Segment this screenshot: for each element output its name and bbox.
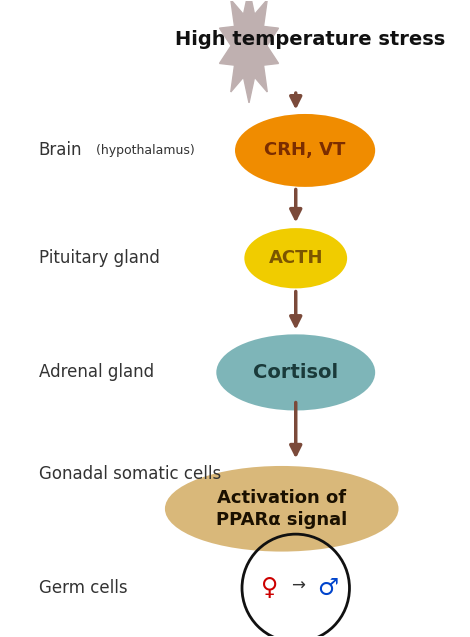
Ellipse shape xyxy=(244,228,347,289)
Ellipse shape xyxy=(165,466,399,552)
Text: ACTH: ACTH xyxy=(268,249,323,268)
Text: Pituitary gland: Pituitary gland xyxy=(39,249,160,268)
Text: (hypothalamus): (hypothalamus) xyxy=(93,144,195,157)
Text: Germ cells: Germ cells xyxy=(39,579,127,597)
Text: High temperature stress: High temperature stress xyxy=(175,30,445,49)
Text: Adrenal gland: Adrenal gland xyxy=(39,364,154,382)
Text: Activation of
PPARα signal: Activation of PPARα signal xyxy=(216,489,347,529)
Text: CRH, VT: CRH, VT xyxy=(265,141,346,159)
Text: Brain: Brain xyxy=(39,141,82,159)
Text: ♀: ♀ xyxy=(261,576,279,600)
Text: ♂: ♂ xyxy=(317,576,338,600)
Text: →: → xyxy=(291,577,305,595)
Polygon shape xyxy=(219,0,279,103)
Ellipse shape xyxy=(216,334,375,410)
Ellipse shape xyxy=(235,114,375,187)
Text: Gonadal somatic cells: Gonadal somatic cells xyxy=(39,465,221,483)
Text: Cortisol: Cortisol xyxy=(253,363,338,382)
